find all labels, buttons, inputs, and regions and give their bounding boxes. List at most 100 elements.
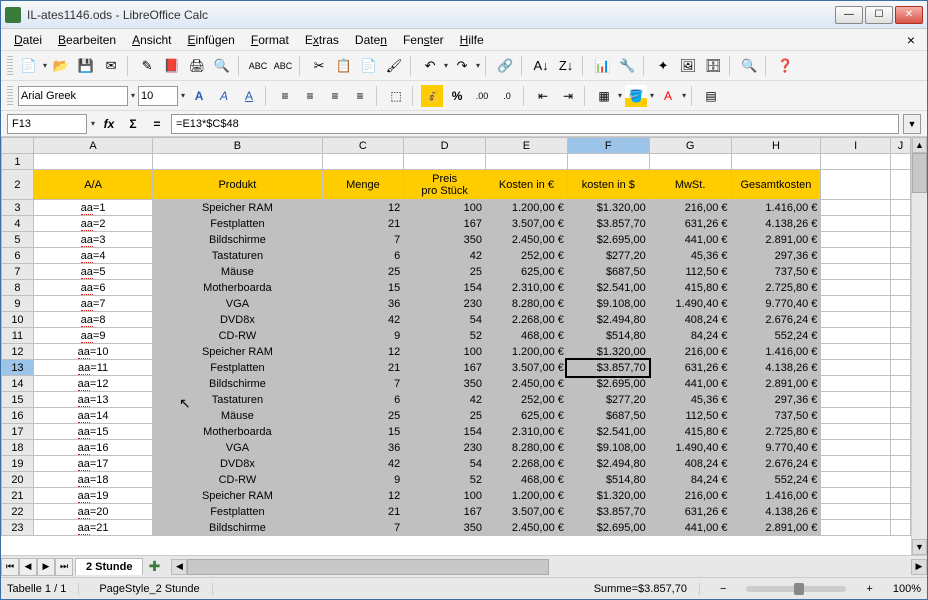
cell[interactable]: CD-RW [153, 328, 322, 344]
cell[interactable]: Festplatten [153, 216, 322, 232]
cell[interactable]: 415,80 € [649, 424, 731, 440]
cell[interactable]: 1.200,00 € [486, 200, 568, 216]
function-wizard-button[interactable]: fx [99, 114, 119, 134]
cell[interactable]: 216,00 € [649, 344, 731, 360]
menu-daten[interactable]: Daten [348, 31, 394, 49]
redo-button[interactable]: ↷ [451, 55, 473, 77]
cell[interactable]: 42 [322, 456, 404, 472]
cell[interactable]: 2.310,00 € [486, 424, 568, 440]
menu-fenster[interactable]: Fenster [396, 31, 451, 49]
cell[interactable]: $1.320,00 [567, 344, 649, 360]
align-justify-button[interactable]: ≡ [349, 85, 371, 107]
grid[interactable]: ABCDEFGHIJ12A/AProduktMengePreispro Stüc… [1, 137, 911, 555]
cell[interactable]: 297,36 € [731, 392, 821, 408]
datasources-button[interactable]: 🗄 [702, 55, 724, 77]
minimize-button[interactable]: — [835, 6, 863, 24]
email-button[interactable]: ✉ [100, 55, 122, 77]
toolbar-grip[interactable] [7, 86, 13, 106]
cell[interactable]: 12 [322, 200, 404, 216]
cell[interactable]: 25 [322, 264, 404, 280]
zoom-in-button[interactable]: + [866, 583, 872, 595]
format-paint-button[interactable]: 🖌 [383, 55, 405, 77]
cell[interactable]: 100 [404, 344, 486, 360]
menu-format[interactable]: Format [244, 31, 296, 49]
cell[interactable]: 1.416,00 € [731, 488, 821, 504]
navigator-button[interactable]: ✦ [652, 55, 674, 77]
cell[interactable]: 2.891,00 € [731, 520, 821, 536]
cell[interactable]: 4.138,26 € [731, 360, 821, 376]
cell[interactable]: MwSt. [649, 170, 731, 200]
add-decimal-button[interactable]: .00 [471, 85, 493, 107]
cell[interactable]: Tastaturen [153, 248, 322, 264]
cell[interactable]: 441,00 € [649, 376, 731, 392]
row-header-19[interactable]: 19 [2, 456, 34, 472]
open-button[interactable]: 📂 [50, 55, 72, 77]
cell[interactable]: 21 [322, 504, 404, 520]
row-header-6[interactable]: 6 [2, 248, 34, 264]
new-button[interactable]: 📄 [18, 55, 40, 77]
gallery-button[interactable]: 🖼 [677, 55, 699, 77]
spellcheck-button[interactable]: ABC [247, 55, 269, 77]
cell[interactable]: 167 [404, 216, 486, 232]
cell[interactable]: 45,36 € [649, 392, 731, 408]
add-sheet-button[interactable]: ✚ [145, 558, 163, 576]
remove-decimal-button[interactable]: .0 [496, 85, 518, 107]
cell[interactable]: Speicher RAM [153, 488, 322, 504]
cell[interactable]: 1.490,40 € [649, 440, 731, 456]
cell[interactable]: 350 [404, 232, 486, 248]
cell[interactable]: 100 [404, 200, 486, 216]
close-document-button[interactable]: × [901, 32, 921, 48]
cell[interactable]: aa=1 [33, 200, 152, 216]
cell[interactable]: 552,24 € [731, 472, 821, 488]
cell[interactable]: $277,20 [567, 392, 649, 408]
align-left-button[interactable]: ≡ [274, 85, 296, 107]
menu-extras[interactable]: Extras [298, 31, 346, 49]
currency-button[interactable]: 💰 [421, 85, 443, 107]
cell[interactable]: 415,80 € [649, 280, 731, 296]
font-name-combo[interactable] [18, 86, 128, 106]
cell[interactable]: 230 [404, 440, 486, 456]
cell[interactable]: 2.676,24 € [731, 456, 821, 472]
row-header-23[interactable]: 23 [2, 520, 34, 536]
cell[interactable]: 42 [404, 392, 486, 408]
cell[interactable]: 625,00 € [486, 408, 568, 424]
cell[interactable]: 230 [404, 296, 486, 312]
cell[interactable]: Speicher RAM [153, 200, 322, 216]
function-button[interactable]: = [147, 114, 167, 134]
scroll-up-button[interactable]: ▲ [912, 137, 927, 153]
cell[interactable]: 84,24 € [649, 328, 731, 344]
cell[interactable]: 252,00 € [486, 248, 568, 264]
cell[interactable]: 2.310,00 € [486, 280, 568, 296]
zoom-button[interactable]: 🔍 [738, 55, 760, 77]
copy-button[interactable]: 📋 [333, 55, 355, 77]
cell[interactable]: 216,00 € [649, 488, 731, 504]
cell[interactable]: 468,00 € [486, 472, 568, 488]
cell[interactable]: CD-RW [153, 472, 322, 488]
cell[interactable]: 100 [404, 488, 486, 504]
row-header-13[interactable]: 13 [2, 360, 34, 376]
cell[interactable]: kosten in $ [567, 170, 649, 200]
italic-button[interactable]: A [213, 85, 235, 107]
cell[interactable] [649, 154, 731, 170]
cell[interactable]: 12 [322, 488, 404, 504]
menu-datei[interactable]: Datei [7, 31, 49, 49]
cut-button[interactable]: ✂ [308, 55, 330, 77]
cell[interactable]: 4.138,26 € [731, 216, 821, 232]
row-header-4[interactable]: 4 [2, 216, 34, 232]
cell[interactable]: 167 [404, 360, 486, 376]
tab-prev-button[interactable]: ◀ [19, 558, 37, 576]
status-sum[interactable]: Summe=$3.857,70 [594, 583, 700, 595]
cell[interactable] [33, 154, 152, 170]
column-header-B[interactable]: B [153, 138, 322, 154]
row-header-5[interactable]: 5 [2, 232, 34, 248]
percent-button[interactable]: % [446, 85, 468, 107]
cell[interactable]: aa=7 [33, 296, 152, 312]
edit-button[interactable]: ✎ [136, 55, 158, 77]
cell[interactable]: 8.280,00 € [486, 440, 568, 456]
cell[interactable]: 441,00 € [649, 520, 731, 536]
cell[interactable]: 36 [322, 440, 404, 456]
bold-button[interactable]: A [188, 85, 210, 107]
tab-last-button[interactable]: ⏭ [55, 558, 73, 576]
cell[interactable]: 7 [322, 232, 404, 248]
cell[interactable]: 625,00 € [486, 264, 568, 280]
